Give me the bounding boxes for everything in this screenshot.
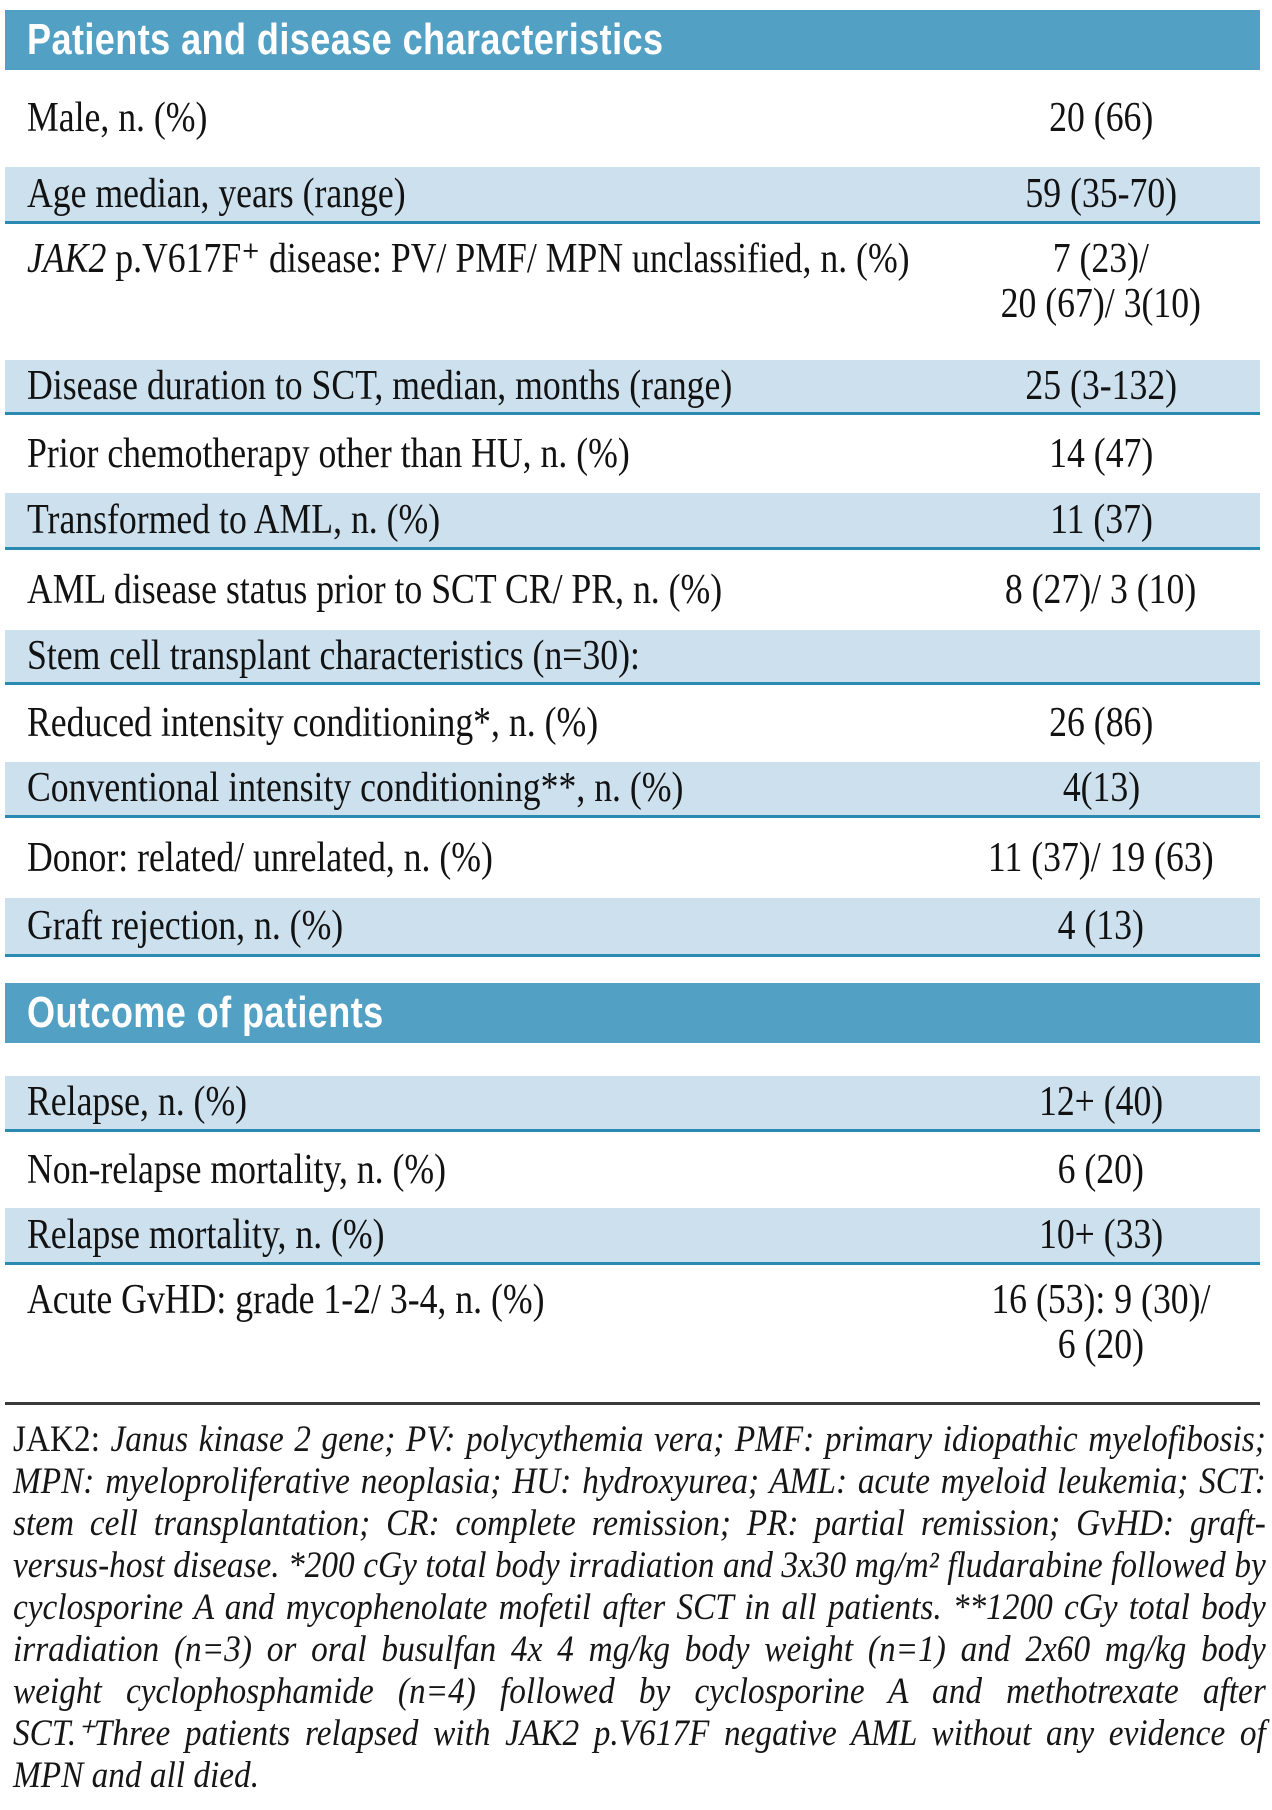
table-row: Reduced intensity conditioning*, n. (%) … [5, 685, 1260, 762]
section-header-patients: Patients and disease characteristics [5, 10, 1260, 70]
row-value: 59 (35-70) [1025, 170, 1177, 217]
table-row: Transformed to AML, n. (%) 11 (37) [5, 493, 1260, 550]
row-value: 6 (20) [1057, 1146, 1145, 1193]
row-label: JAK2 p.V617F⁺ disease: PV/ PMF/ MPN uncl… [27, 236, 910, 282]
footnote: JAK2: Janus kinase 2 gene; PV: polycythe… [13, 1419, 1266, 1797]
table-row: Non-relapse mortality, n. (%) 6 (20) [5, 1132, 1260, 1208]
table-row: Male, n. (%) 20 (66) [5, 70, 1260, 167]
row-label: Relapse mortality, n. (%) [27, 1211, 385, 1258]
section-title: Patients and disease characteristics [27, 15, 664, 64]
footnote-lead: JAK2: [13, 1419, 100, 1460]
footnote-body: Janus kinase 2 gene; PV: polycythemia ve… [13, 1419, 1266, 1796]
table-row: Relapse mortality, n. (%) 10+ (33) [5, 1208, 1260, 1265]
patients-table: Patients and disease characteristics Mal… [5, 10, 1266, 1797]
row-label: Reduced intensity conditioning*, n. (%) [27, 700, 599, 747]
section-gap [5, 1043, 1260, 1076]
row-value: 14 (47) [1048, 430, 1154, 477]
row-label: Graft rejection, n. (%) [27, 902, 344, 949]
table-row: Donor: related/ unrelated, n. (%) 11 (37… [5, 818, 1260, 898]
section-title: Outcome of patients [27, 988, 384, 1037]
table-row: Age median, years (range) 59 (35-70) [5, 167, 1260, 224]
row-label: Stem cell transplant characteristics (n=… [27, 632, 640, 679]
row-value: 26 (86) [1048, 700, 1154, 747]
row-label: Disease duration to SCT, median, months … [27, 362, 733, 409]
gene-name: JAK2 [27, 236, 107, 282]
table-row: Graft rejection, n. (%) 4 (13) [5, 898, 1260, 957]
row-label: Age median, years (range) [27, 170, 406, 217]
row-value [950, 634, 1260, 679]
table-row: Relapse, n. (%) 12+ (40) [5, 1076, 1260, 1132]
row-label: Donor: related/ unrelated, n. (%) [27, 834, 493, 881]
section-header-outcome: Outcome of patients [5, 983, 1260, 1043]
row-label: Prior chemotherapy other than HU, n. (%) [27, 430, 630, 477]
row-value: 20 (66) [1048, 95, 1154, 142]
row-value: 10+ (33) [1038, 1211, 1164, 1258]
row-value: 16 (53): 9 (30)/ 6 (20) [991, 1277, 1211, 1368]
row-value: 11 (37)/ 19 (63) [988, 834, 1214, 881]
table-row: Disease duration to SCT, median, months … [5, 360, 1260, 415]
row-label: AML disease status prior to SCT CR/ PR, … [27, 566, 723, 613]
footnote-divider [5, 1402, 1260, 1405]
row-value: 11 (37) [1049, 496, 1153, 543]
row-value: 7 (23)/ 20 (67)/ 3(10) [1000, 236, 1202, 327]
table-row: Prior chemotherapy other than HU, n. (%)… [5, 415, 1260, 493]
row-label: Conventional intensity conditioning**, n… [27, 765, 684, 812]
table-row: JAK2 p.V617F⁺ disease: PV/ PMF/ MPN uncl… [5, 224, 1260, 360]
table-row: Acute GvHD: grade 1-2/ 3-4, n. (%) 16 (5… [5, 1265, 1260, 1400]
table-row: AML disease status prior to SCT CR/ PR, … [5, 550, 1260, 630]
row-label: Relapse, n. (%) [27, 1079, 248, 1126]
row-value: 12+ (40) [1038, 1079, 1164, 1126]
row-label: Non-relapse mortality, n. (%) [27, 1146, 447, 1193]
table-subheader-row: Stem cell transplant characteristics (n=… [5, 630, 1260, 685]
row-value: 4(13) [1062, 765, 1140, 812]
section-gap [5, 957, 1260, 983]
row-label: Transformed to AML, n. (%) [27, 496, 441, 543]
row-value: 8 (27)/ 3 (10) [1005, 566, 1197, 613]
row-value: 25 (3-132) [1025, 362, 1177, 409]
row-label: Male, n. (%) [27, 95, 208, 142]
table-row: Conventional intensity conditioning**, n… [5, 762, 1260, 818]
row-value: 4 (13) [1057, 902, 1145, 949]
row-label: Acute GvHD: grade 1-2/ 3-4, n. (%) [27, 1277, 545, 1323]
